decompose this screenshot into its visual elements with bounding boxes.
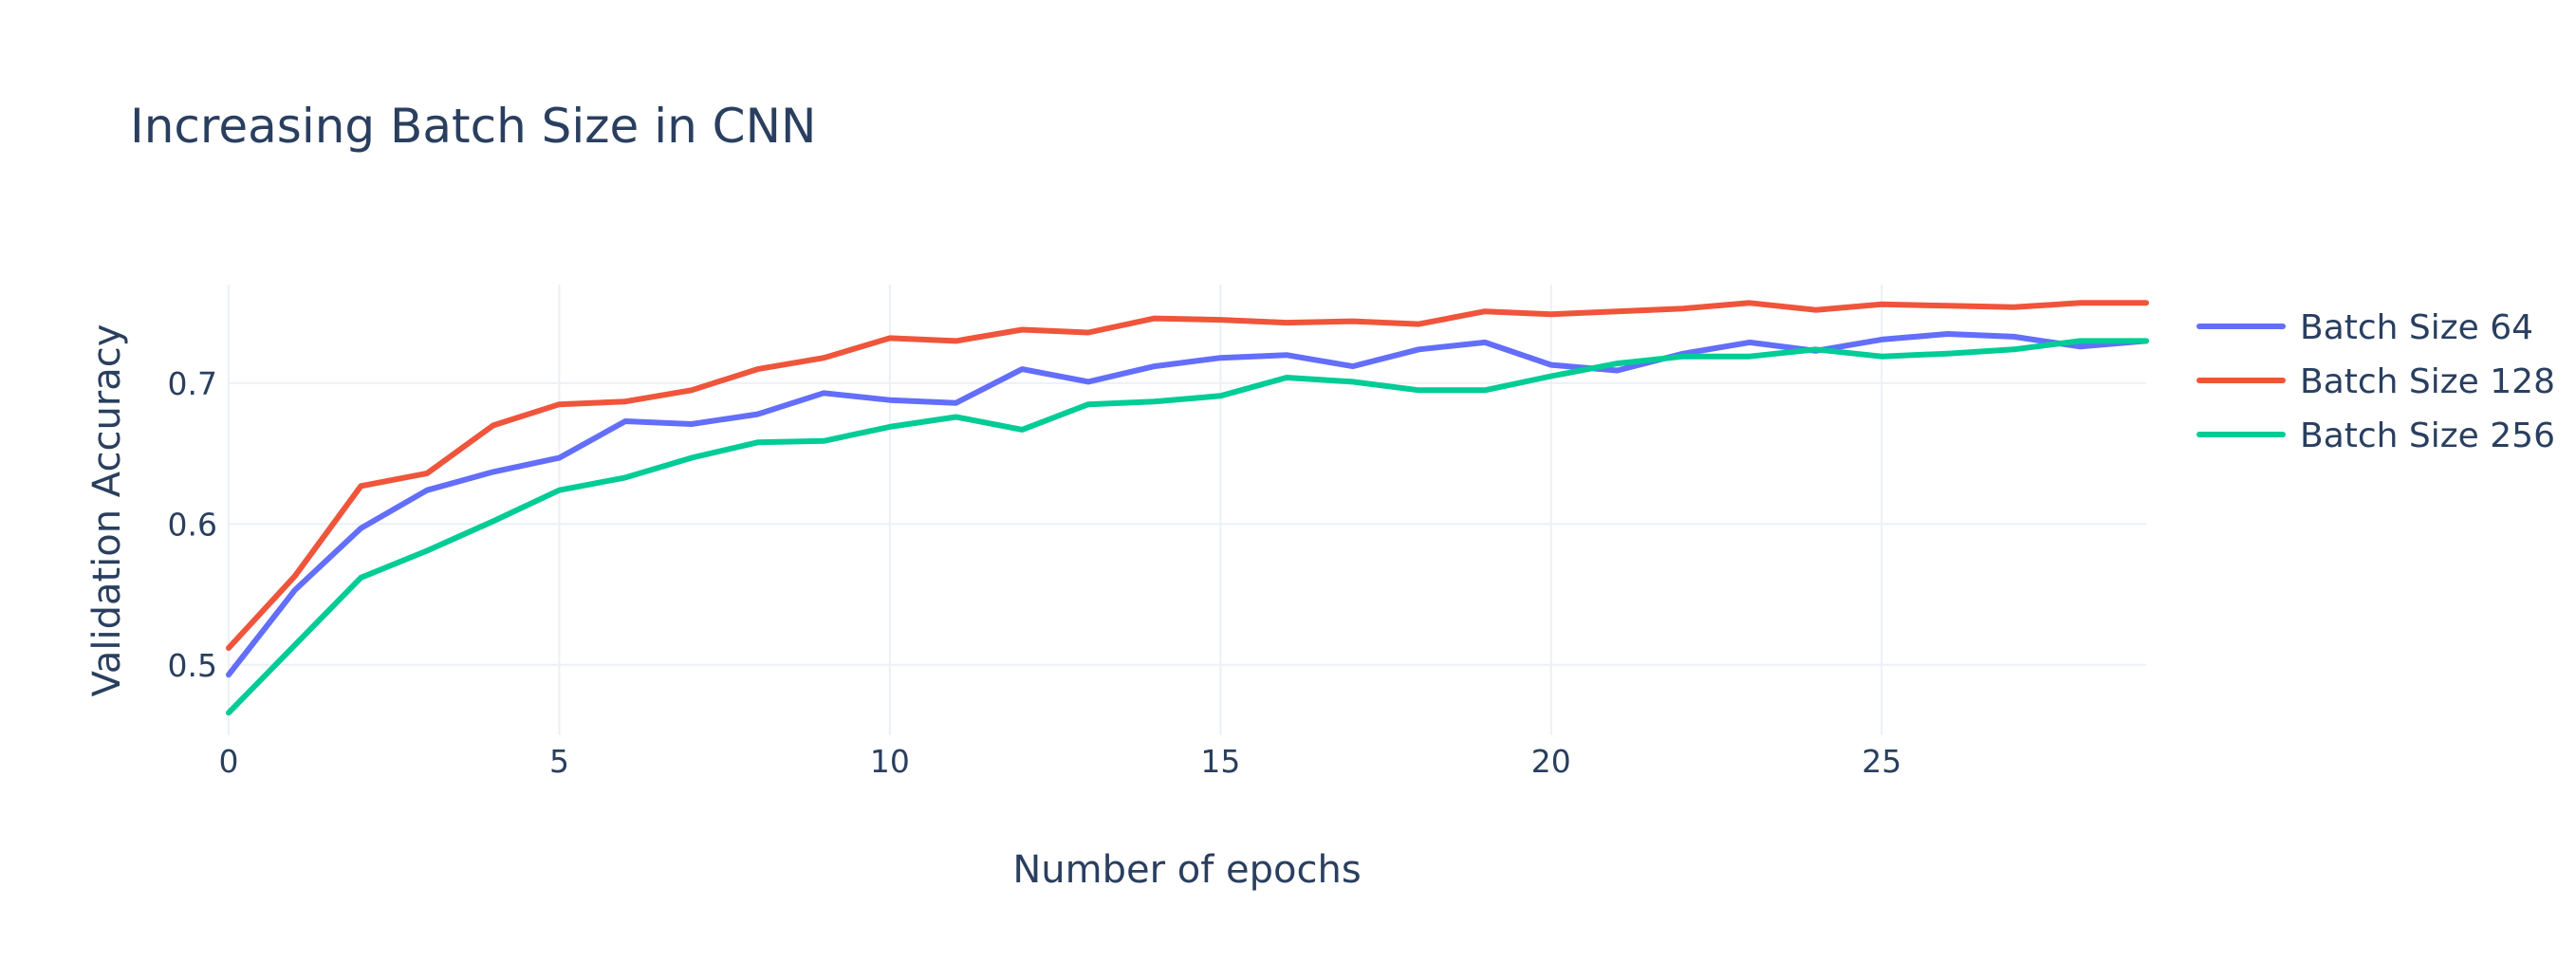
series-line-1 bbox=[226, 300, 2149, 651]
x-axis-title: Number of epochs bbox=[1012, 848, 1361, 892]
x-tick-label: 25 bbox=[1862, 743, 1901, 780]
series-line-2 bbox=[226, 338, 2149, 716]
legend-label: Batch Size 128 bbox=[2300, 362, 2555, 401]
legend-label: Batch Size 256 bbox=[2300, 416, 2555, 455]
legend-item-1[interactable]: Batch Size 128 bbox=[2196, 362, 2555, 401]
y-tick-label: 0.7 bbox=[168, 365, 217, 402]
y-axis-ticks: 0.5 0.6 0.7 bbox=[168, 365, 217, 684]
x-axis-ticks: 0 5 10 15 20 25 bbox=[219, 743, 1902, 780]
legend-label: Batch Size 64 bbox=[2300, 308, 2533, 347]
x-tick-label: 15 bbox=[1200, 743, 1240, 780]
legend-item-0[interactable]: Batch Size 64 bbox=[2196, 308, 2533, 347]
chart-title: Increasing Batch Size in CNN bbox=[130, 99, 816, 154]
x-tick-label: 0 bbox=[219, 743, 239, 780]
x-tick-label: 5 bbox=[549, 743, 569, 780]
series-lines bbox=[226, 300, 2149, 716]
x-tick-label: 10 bbox=[870, 743, 910, 780]
y-tick-label: 0.6 bbox=[168, 506, 217, 543]
y-axis-title: Validation Accuracy bbox=[85, 324, 129, 697]
grid bbox=[228, 285, 2146, 735]
legend[interactable]: Batch Size 64 Batch Size 128 Batch Size 25… bbox=[2196, 308, 2555, 455]
legend-item-2[interactable]: Batch Size 256 bbox=[2196, 416, 2555, 455]
y-tick-label: 0.5 bbox=[168, 647, 217, 684]
x-tick-label: 20 bbox=[1531, 743, 1571, 780]
